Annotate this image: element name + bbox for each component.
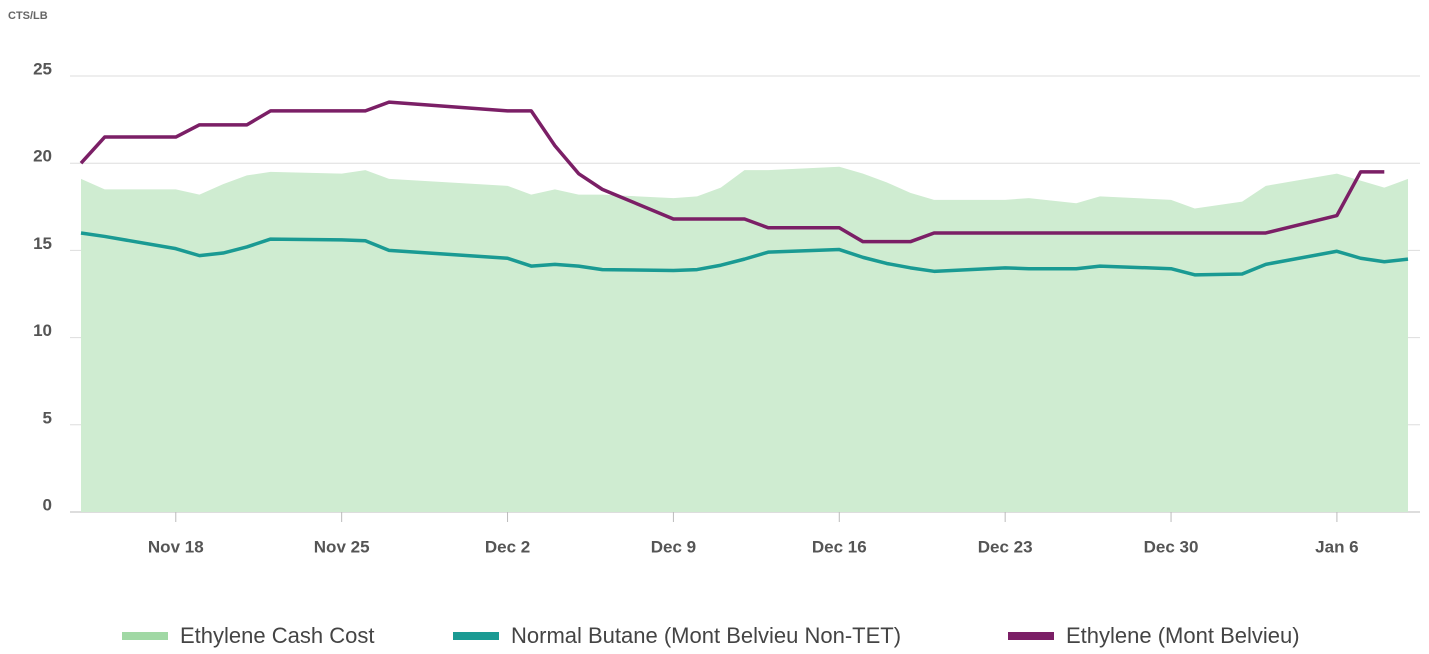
y-tick-label: 5 — [43, 408, 52, 427]
y-tick-label: 10 — [33, 321, 52, 340]
legend-label: Normal Butane (Mont Belvieu Non-TET) — [511, 623, 901, 648]
x-tick-label: Dec 16 — [812, 537, 867, 556]
line — [79, 100, 1385, 244]
legend-label: Ethylene Cash Cost — [180, 623, 374, 648]
legend-swatch — [1008, 632, 1054, 640]
x-tick-label: Dec 2 — [485, 537, 530, 556]
line — [80, 231, 1409, 277]
x-tick-label: Jan 6 — [1315, 537, 1358, 556]
x-tick-label: Dec 9 — [651, 537, 696, 556]
x-tick-label: Nov 25 — [314, 537, 370, 556]
x-tick-label: Nov 18 — [148, 537, 204, 556]
legend-swatch — [453, 632, 499, 640]
legend-swatch — [122, 632, 168, 640]
x-tick-label: Dec 30 — [1144, 537, 1199, 556]
y-axis-label: CTS/LB — [8, 10, 48, 22]
y-tick-label: 15 — [33, 234, 52, 253]
y-tick-label: 20 — [33, 147, 52, 166]
legend-label: Ethylene (Mont Belvieu) — [1066, 623, 1300, 648]
y-tick-label: 25 — [33, 59, 52, 78]
y-tick-label: 0 — [43, 495, 52, 514]
x-tick-label: Dec 23 — [978, 537, 1033, 556]
